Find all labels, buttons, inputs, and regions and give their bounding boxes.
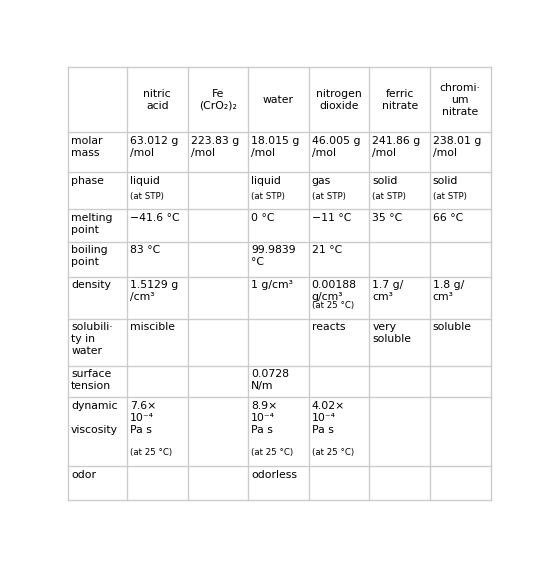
Text: 18.015 g
/mol: 18.015 g /mol — [251, 136, 300, 158]
Text: miscible: miscible — [130, 323, 175, 332]
Text: liquid: liquid — [251, 176, 281, 185]
Text: 7.6×
10⁻⁴
Pa s: 7.6× 10⁻⁴ Pa s — [130, 401, 156, 435]
Text: (at 25 °C): (at 25 °C) — [312, 301, 354, 310]
Text: phase: phase — [71, 176, 104, 185]
Text: 4.02×
10⁻⁴
Pa s: 4.02× 10⁻⁴ Pa s — [312, 401, 345, 435]
Text: dynamic

viscosity: dynamic viscosity — [71, 401, 118, 435]
Text: −41.6 °C: −41.6 °C — [130, 213, 180, 223]
Text: 66 °C: 66 °C — [433, 213, 463, 223]
Text: nitrogen
dioxide: nitrogen dioxide — [316, 89, 362, 111]
Text: (at STP): (at STP) — [312, 192, 346, 201]
Text: ferric
nitrate: ferric nitrate — [382, 89, 418, 111]
Text: 99.9839
°C: 99.9839 °C — [251, 246, 296, 268]
Text: 1.5129 g
/cm³: 1.5129 g /cm³ — [130, 280, 178, 302]
Text: 8.9×
10⁻⁴
Pa s: 8.9× 10⁻⁴ Pa s — [251, 401, 277, 435]
Text: gas: gas — [312, 176, 331, 185]
Text: reacts: reacts — [312, 323, 345, 332]
Text: molar
mass: molar mass — [71, 136, 102, 158]
Text: nitric
acid: nitric acid — [143, 89, 171, 111]
Text: melting
point: melting point — [71, 213, 113, 235]
Text: chromi·
um
nitrate: chromi· um nitrate — [440, 83, 481, 117]
Text: very
soluble: very soluble — [372, 323, 411, 345]
Text: solubili·
ty in
water: solubili· ty in water — [71, 323, 113, 356]
Text: 1 g/cm³: 1 g/cm³ — [251, 280, 293, 290]
Text: liquid: liquid — [130, 176, 160, 185]
Text: 1.8 g/
cm³: 1.8 g/ cm³ — [433, 280, 464, 302]
Text: 238.01 g
/mol: 238.01 g /mol — [433, 136, 481, 158]
Text: 83 °C: 83 °C — [130, 246, 160, 256]
Text: 241.86 g
/mol: 241.86 g /mol — [372, 136, 421, 158]
Text: 63.012 g
/mol: 63.012 g /mol — [130, 136, 178, 158]
Text: (at 25 °C): (at 25 °C) — [312, 448, 354, 457]
Text: boiling
point: boiling point — [71, 246, 108, 268]
Text: (at STP): (at STP) — [130, 192, 164, 201]
Text: 35 °C: 35 °C — [372, 213, 403, 223]
Text: (at 25 °C): (at 25 °C) — [251, 448, 293, 457]
Text: water: water — [263, 95, 294, 105]
Text: 46.005 g
/mol: 46.005 g /mol — [312, 136, 360, 158]
Text: (at STP): (at STP) — [372, 192, 406, 201]
Text: −11 °C: −11 °C — [312, 213, 351, 223]
Text: (at STP): (at STP) — [251, 192, 285, 201]
Text: 223.83 g
/mol: 223.83 g /mol — [191, 136, 239, 158]
Text: 21 °C: 21 °C — [312, 246, 342, 256]
Text: 0.00188
g/cm³: 0.00188 g/cm³ — [312, 280, 357, 302]
Text: 0.0728
N/m: 0.0728 N/m — [251, 369, 289, 392]
Text: (at 25 °C): (at 25 °C) — [130, 448, 172, 457]
Text: density: density — [71, 280, 111, 290]
Text: 0 °C: 0 °C — [251, 213, 275, 223]
Text: surface
tension: surface tension — [71, 369, 111, 392]
Text: odor: odor — [71, 469, 96, 479]
Text: odorless: odorless — [251, 469, 297, 479]
Text: Fe
(CrO₂)₂: Fe (CrO₂)₂ — [199, 89, 237, 111]
Text: soluble: soluble — [433, 323, 472, 332]
Text: solid: solid — [433, 176, 458, 185]
Text: solid: solid — [372, 176, 398, 185]
Text: (at STP): (at STP) — [433, 192, 467, 201]
Text: 1.7 g/
cm³: 1.7 g/ cm³ — [372, 280, 403, 302]
